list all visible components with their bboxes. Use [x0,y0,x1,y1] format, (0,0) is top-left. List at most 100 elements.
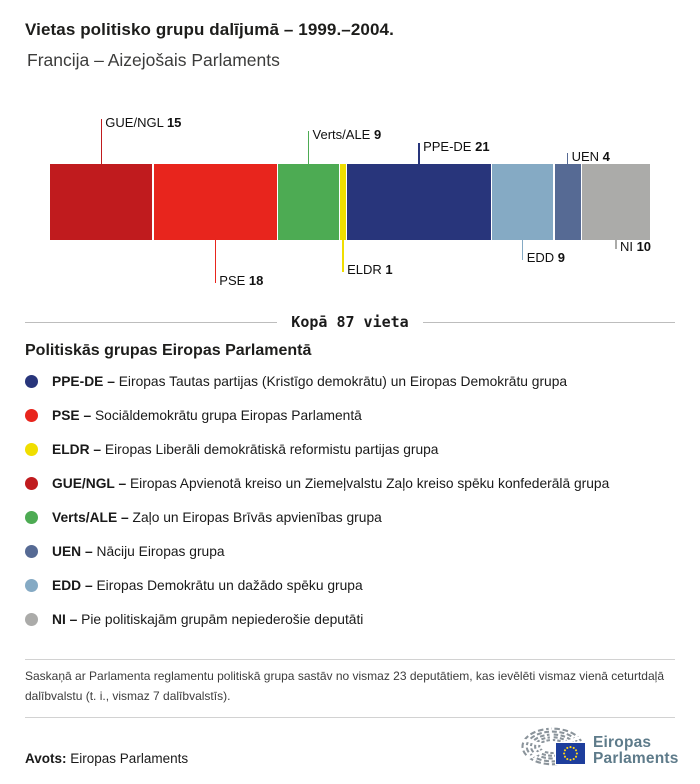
eu-flag-star [572,757,575,761]
callout-tick-gue-ngl [100,118,103,164]
legend-group-name: Verts/ALE – [52,510,133,525]
page-subtitle: Francija – Aizejošais Parlaments [27,50,280,70]
eu-flag-star [569,758,572,761]
bar-segment-verts-ale[interactable] [278,163,339,240]
logo-line2: Parlaments [593,750,679,767]
callout-group-name: EDD [526,250,558,265]
callout-label-verts-ale: Verts/ALE 9 [313,128,382,141]
callout-seat-count: 18 [248,273,264,288]
eu-flag-icon [556,743,585,764]
callout-label-ni: NI 10 [620,240,651,253]
legend-item-text: PPE-DE – Eiropas Tautas partijas (Kristī… [52,374,568,389]
legend-group-name: PPE-DE – [52,374,119,389]
hemicycle-aisle [525,747,548,761]
legend-item-text: GUE/NGL – Eiropas Apvienotā kreiso un Zi… [52,476,610,491]
legend-group-name: UEN – [52,544,97,559]
legend-color-dot [25,477,38,490]
bar-segment-edd[interactable] [492,163,553,240]
bar-segment-gue-ngl[interactable] [49,163,153,240]
divider-line-right [422,321,675,323]
callout-label-eldr: ELDR 1 [347,263,393,276]
legend-color-dot [25,613,38,626]
callout-label-uen: UEN 4 [572,150,610,163]
callout-tick-edd [521,239,524,260]
legend-color-dot [25,579,38,592]
callout-label-gue-ngl: GUE/NGL 15 [105,116,181,129]
legend-item-text: PSE – Sociāldemokrātu grupa Eiropas Parl… [52,408,362,423]
callout-seat-count: 4 [602,149,610,164]
legend-color-dot [25,545,38,558]
divider-line-left [25,321,278,323]
callout-tick-pse [214,239,217,283]
legend-group-name: NI – [52,612,82,627]
footnote-text: Saskaņā ar Parlamenta reglamentu politis… [25,669,664,703]
bar-segment-ppe-de[interactable] [347,163,491,240]
hemicycle-aisle [548,726,554,743]
eu-flag-star [569,746,572,749]
legend-item-ppe-de: PPE-DE – Eiropas Tautas partijas (Kristī… [25,374,675,389]
parliament-hemicycle-icon [521,726,586,767]
total-seats-label: Kopā 87 vieta [291,313,409,331]
legend-color-dot [25,409,38,422]
logo-wordmark: Eiropas Parlaments [593,735,679,767]
legend-item-text: NI – Pie politiskajām grupām nepiederoši… [52,612,364,627]
callout-group-name: GUE/NGL [105,114,167,130]
callout-seat-count: 21 [475,139,490,154]
legend-item-uen: UEN – Nāciju Eiropas grupa [25,544,675,559]
bar-segment-pse[interactable] [153,163,277,240]
legend-item-text: UEN – Nāciju Eiropas grupa [52,544,225,559]
footnote-divider-bottom [25,717,675,718]
callout-seat-count: 1 [385,261,393,277]
callout-tick-verts-ale [307,131,310,164]
bar-segment-uen[interactable] [554,163,581,240]
callout-tick-eldr [342,239,344,272]
callout-group-name: PPE-DE [423,139,476,154]
source-line: Avots: Eiropas Parlaments [25,751,188,766]
logo-line1: Eiropas [593,734,652,751]
legend-color-dot [25,511,38,524]
source-label: Avots: [25,751,67,766]
callout-group-name: PSE [219,273,249,288]
legend-item-verts-ale: Verts/ALE – Zaļo un Eiropas Brīvās apvie… [25,510,675,525]
page-title: Vietas politisko grupu dalījumā – 1999.–… [25,20,394,39]
eu-flag-star [563,755,567,758]
callout-group-name: ELDR [347,261,386,277]
legend-color-dot [25,443,38,456]
legend-item-text: EDD – Eiropas Demokrātu un dažādo spēku … [52,578,363,593]
callout-label-ppe-de: PPE-DE 21 [423,140,489,153]
legend-item-ni: NI – Pie politiskajām grupām nepiederoši… [25,612,675,627]
callout-tick-ppe-de [418,143,420,164]
european-parliament-logo: Eiropas Parlaments [519,726,685,770]
callout-tick-uen [566,153,569,164]
legend-group-name: EDD – [52,578,97,593]
legend-item-eldr: ELDR – Eiropas Liberāli demokrātiskā ref… [25,442,675,457]
hemicycle-aisle [521,738,547,747]
eu-flag-star [563,752,566,755]
bar-segment-eldr[interactable] [340,163,346,240]
eu-flag-star [572,746,575,750]
legend-item-text: ELDR – Eiropas Liberāli demokrātiskā ref… [52,442,439,457]
footnote-divider-top [25,659,675,660]
legend-item-text: Verts/ALE – Zaļo un Eiropas Brīvās apvie… [52,510,382,525]
eu-flag-star [563,749,567,752]
legend-item-edd: EDD – Eiropas Demokrātu un dažādo spēku … [25,578,675,593]
source-value: Eiropas Parlaments [70,751,189,766]
eu-flag-star [575,752,578,755]
eu-flag-star [574,749,578,752]
legend: Politiskās grupas Eiropas Parlamentā PPE… [25,342,675,627]
callout-seat-count: 10 [636,238,652,254]
callout-label-edd: EDD 9 [527,251,565,264]
eu-flag-star [574,755,578,758]
eu-flag-star [566,746,569,750]
legend-item-pse: PSE – Sociāldemokrātu grupa Eiropas Parl… [25,408,675,423]
legend-color-dot [25,375,38,388]
callout-seat-count: 9 [373,127,382,142]
callout-seat-count: 15 [166,114,182,130]
callout-group-name: NI [619,238,637,254]
callout-group-name: Verts/ALE [312,127,374,142]
eu-flag-star [566,757,569,761]
callout-tick-ni [615,239,617,249]
callout-label-pse: PSE 18 [219,274,263,287]
bar-segment-ni[interactable] [582,163,651,240]
